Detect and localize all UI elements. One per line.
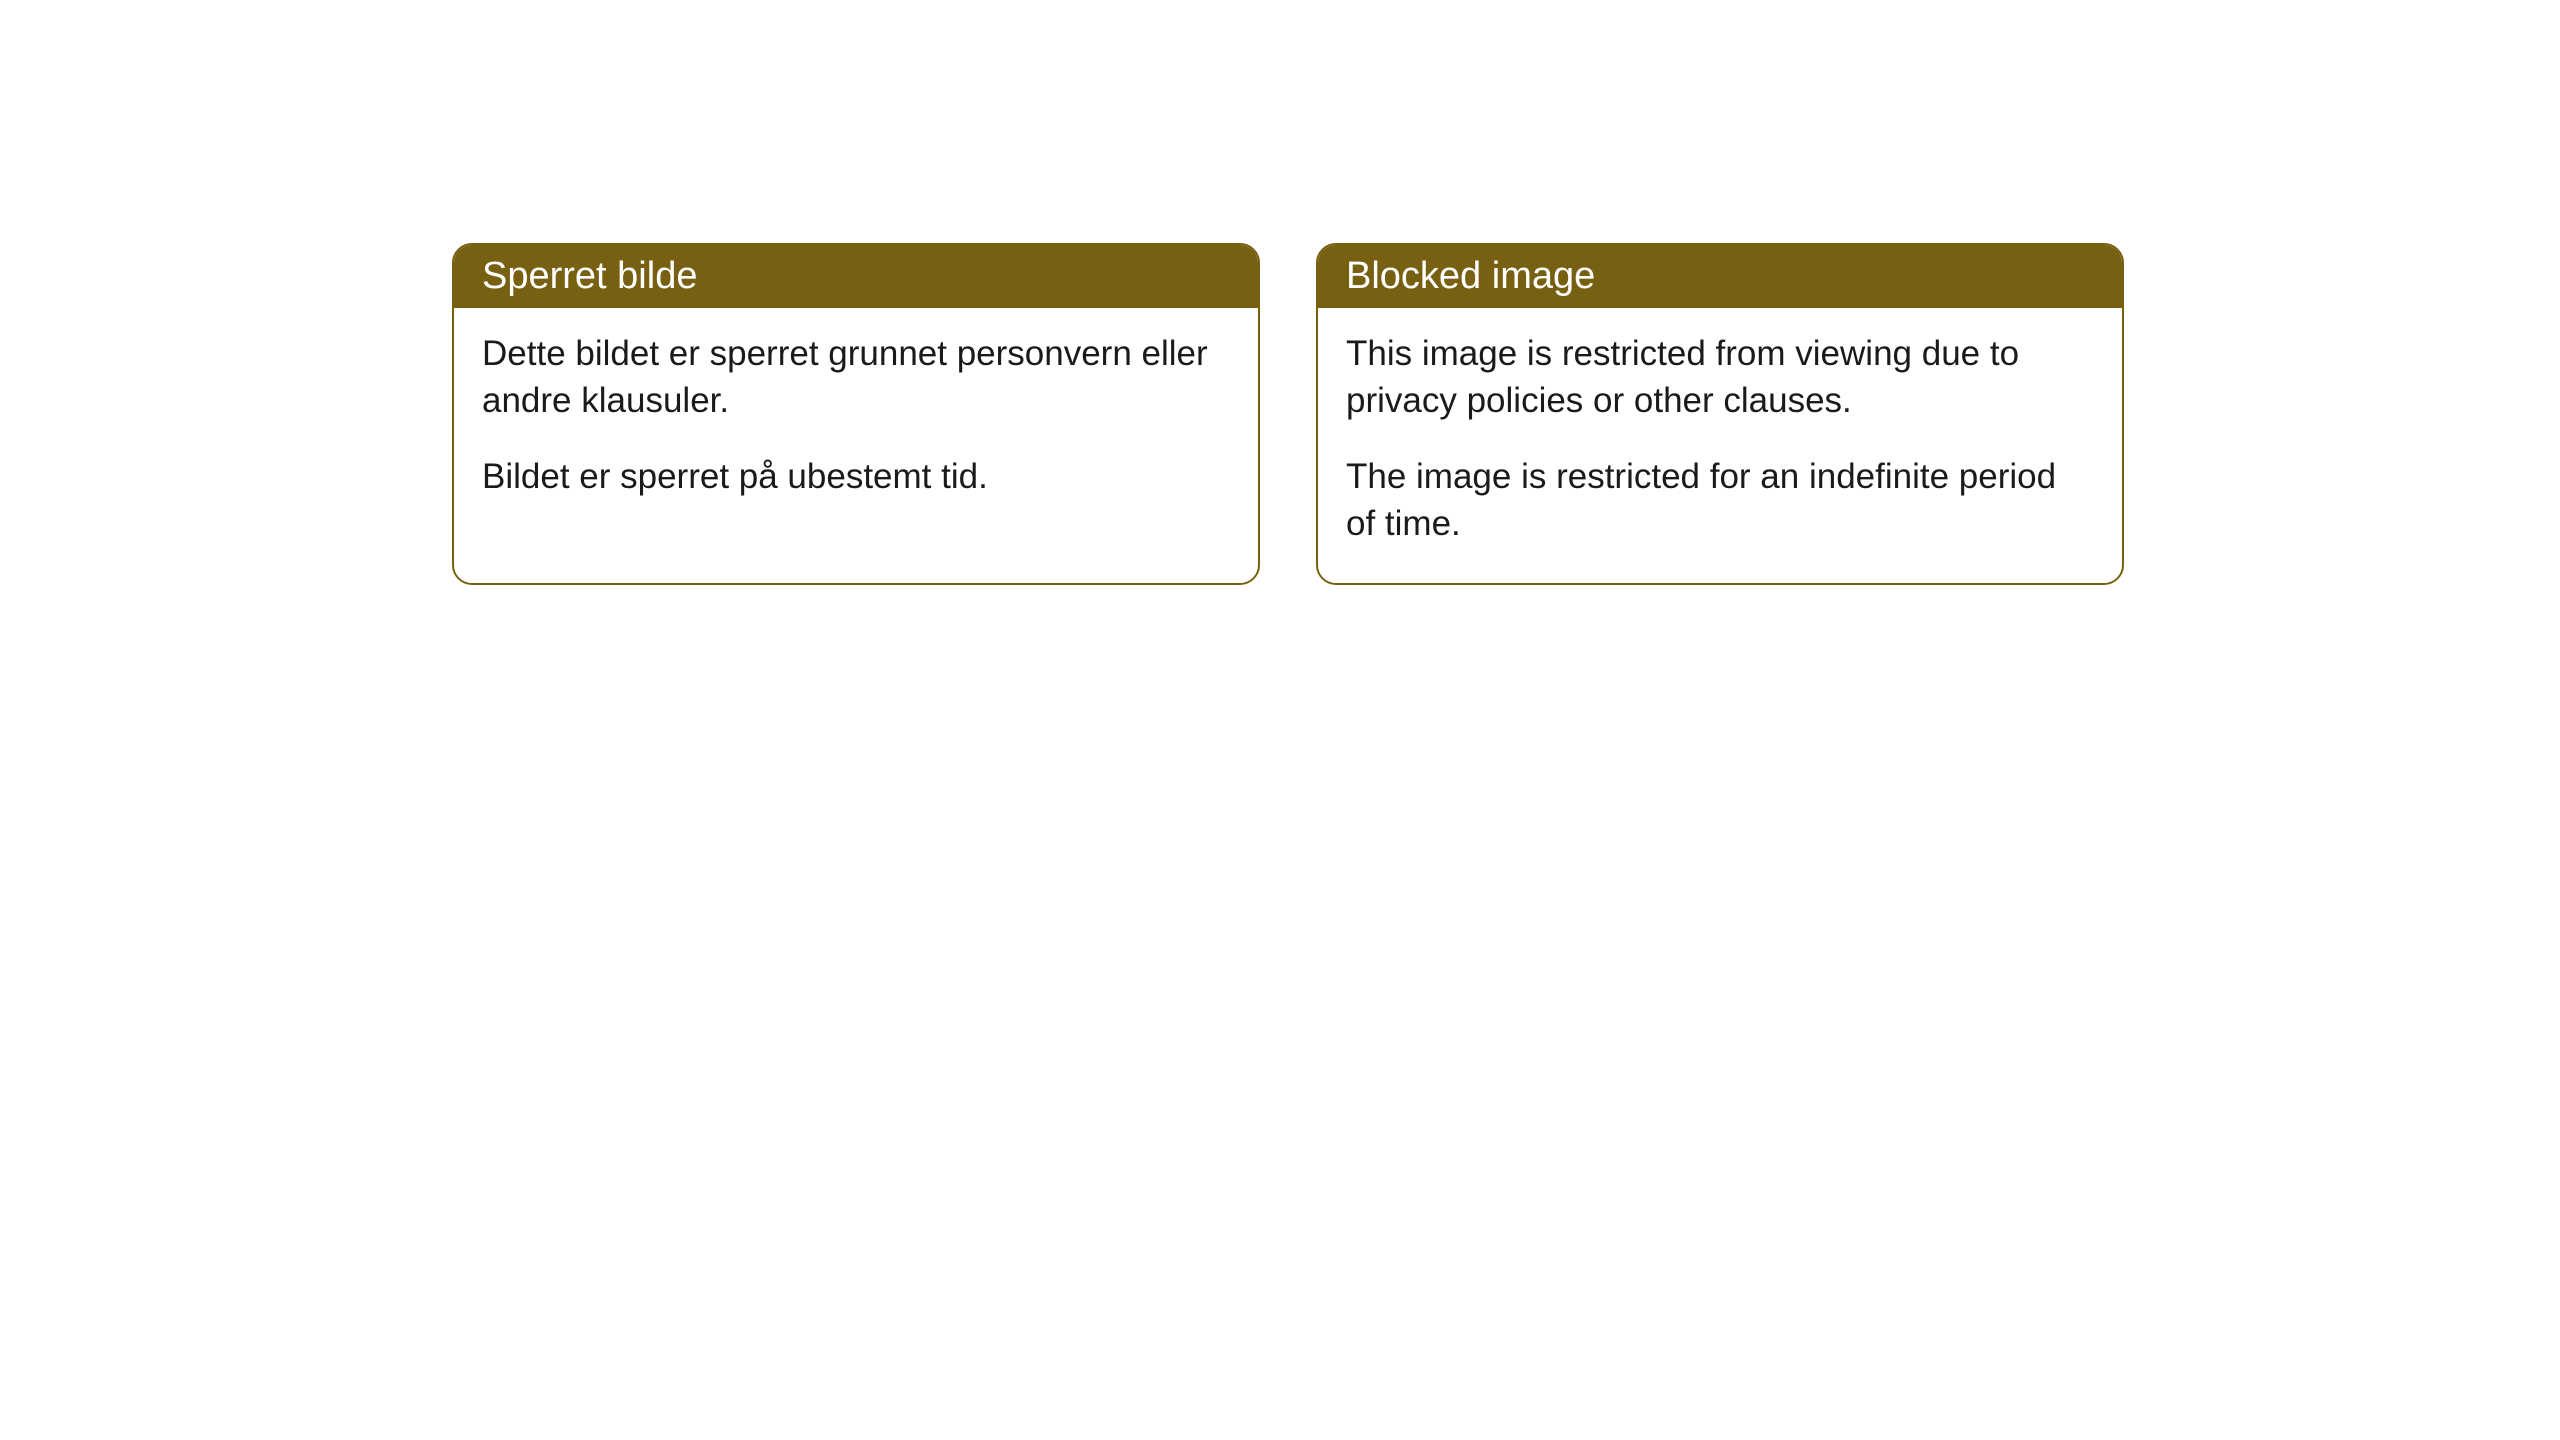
card-body: Dette bildet er sperret grunnet personve… [454,308,1258,536]
card-title: Blocked image [1346,255,1595,297]
card-body: This image is restricted from viewing du… [1318,308,2122,583]
card-paragraph: Dette bildet er sperret grunnet personve… [482,330,1230,425]
card-paragraph: This image is restricted from viewing du… [1346,330,2094,425]
card-paragraph: The image is restricted for an indefinit… [1346,453,2094,548]
notice-card-english: Blocked image This image is restricted f… [1316,243,2124,585]
card-title: Sperret bilde [482,255,697,297]
notice-cards-container: Sperret bilde Dette bildet er sperret gr… [452,243,2124,585]
card-header: Sperret bilde [454,245,1258,308]
card-header: Blocked image [1318,245,2122,308]
card-paragraph: Bildet er sperret på ubestemt tid. [482,453,1230,500]
notice-card-norwegian: Sperret bilde Dette bildet er sperret gr… [452,243,1260,585]
